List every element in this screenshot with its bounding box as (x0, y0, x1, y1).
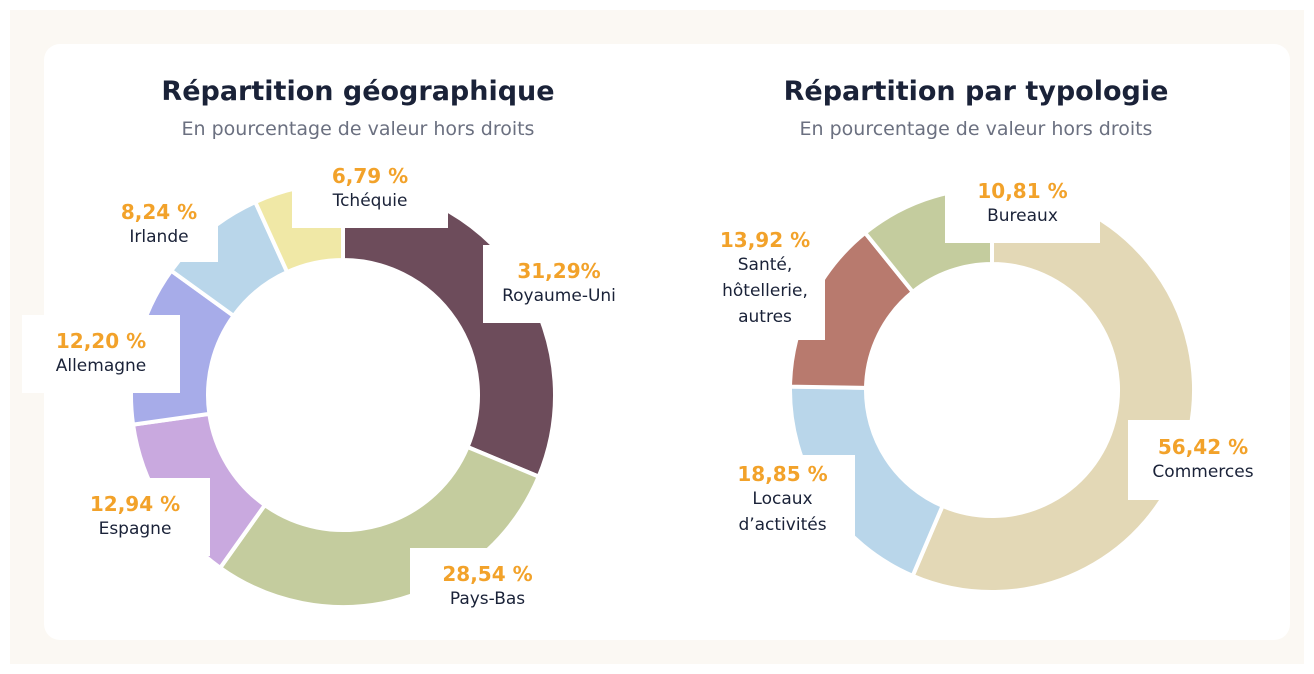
value-label: 56,42 % (1157, 435, 1249, 459)
category-label: Tchéquie (332, 191, 408, 211)
category-label: Santé, hôtellerie, autres (722, 255, 808, 327)
slice-label: 13,92 % Santé, hôtellerie, autres (705, 218, 825, 340)
category-label: Pays-Bas (449, 589, 526, 609)
slice-label: 8,24 % Irlande (100, 188, 218, 262)
category-label: Royaume-Uni (502, 286, 616, 306)
slice-label: 56,42 % Commerces (1128, 420, 1278, 500)
value-label: 10,81 % (977, 179, 1068, 203)
slice-label: 28,54 % Pays-Bas (410, 548, 565, 626)
value-label: 8,24 % (120, 200, 198, 224)
category-label: Allemagne (55, 356, 147, 376)
value-label: 12,94 % (89, 492, 181, 516)
category-label: Espagne (98, 519, 172, 539)
slice-label: 18,85 % Locaux d’activités (710, 455, 855, 545)
value-label: 12,20 % (55, 329, 147, 353)
slice-label: 12,94 % Espagne (60, 478, 210, 556)
slice-label: 6,79 % Tchéquie (292, 150, 448, 228)
chart-subtitle: En pourcentage de valeur hors droits (181, 118, 535, 140)
value-label: 31,29% (517, 259, 601, 283)
value-label: 18,85 % (737, 462, 828, 486)
chart-subtitle: En pourcentage de valeur hors droits (799, 118, 1153, 140)
value-label: 6,79 % (331, 164, 409, 188)
category-label: Irlande (129, 227, 189, 247)
category-label: Commerces (1152, 462, 1254, 482)
donut-slice (910, 185, 1196, 594)
chart-title: Répartition géographique (161, 76, 555, 107)
value-label: 28,54 % (442, 562, 533, 586)
category-label: Bureaux (987, 206, 1058, 226)
chart-title: Répartition par typologie (783, 76, 1169, 107)
category-label: Locaux d’activités (738, 489, 827, 535)
value-label: 13,92 % (719, 228, 811, 252)
slice-label: 10,81 % Bureaux (945, 165, 1100, 243)
slice-label: 12,20 % Allemagne (22, 315, 180, 393)
slice-label: 31,29% Royaume-Uni (483, 245, 635, 323)
